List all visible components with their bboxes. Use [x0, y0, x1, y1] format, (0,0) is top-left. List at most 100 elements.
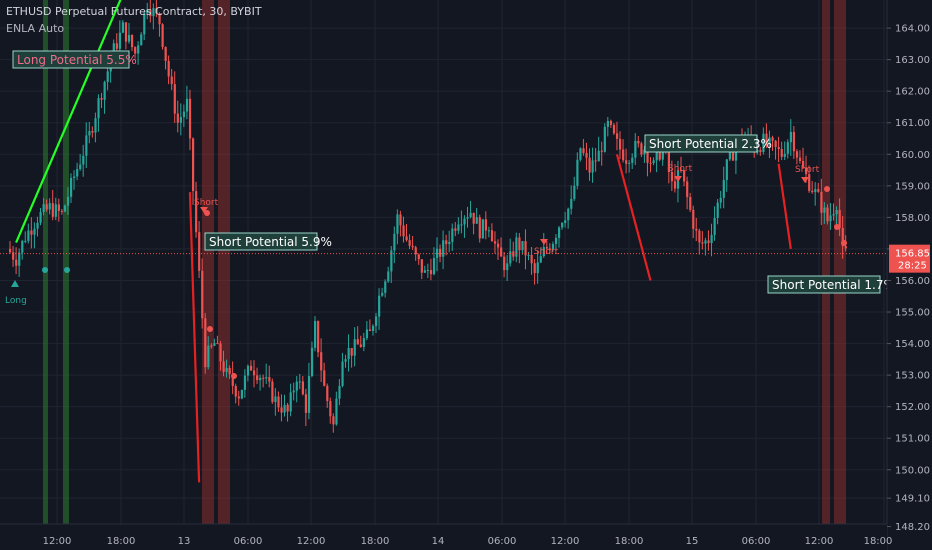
candle-body	[173, 84, 176, 114]
candle-body	[448, 242, 451, 245]
candle-body	[469, 212, 472, 218]
candle-body	[667, 151, 670, 172]
candle-body	[158, 13, 161, 25]
signal-dot	[231, 373, 237, 379]
signal-dot	[824, 186, 830, 192]
candle-body	[704, 240, 707, 244]
candle-body	[15, 259, 18, 266]
candle-body	[606, 120, 609, 127]
candle-body	[381, 292, 384, 296]
candle-body	[710, 234, 713, 244]
candle-body	[399, 214, 402, 226]
candle-body	[271, 381, 274, 403]
price-tick-label: 152.00	[895, 402, 930, 413]
symbol-legend[interactable]: ETHUSD Perpetual Futures Contract, 30, B…	[6, 5, 262, 18]
candle-body	[594, 160, 597, 162]
candle-body	[204, 318, 207, 368]
candle-body	[798, 157, 802, 162]
candle-body	[176, 113, 179, 123]
candle-body	[484, 219, 487, 231]
candle-body	[603, 126, 606, 152]
candle-body	[558, 227, 561, 238]
candle-body	[137, 45, 140, 54]
price-tick-label: 165.00	[895, 0, 930, 3]
candle-body	[655, 151, 658, 161]
candle-body	[646, 149, 649, 163]
candle-body	[66, 196, 70, 206]
indicator-legend[interactable]: ENLA Auto	[6, 22, 65, 35]
candle-body	[79, 164, 82, 170]
candle-body	[12, 252, 15, 260]
candle-body	[155, 8, 158, 14]
candle-body	[622, 149, 625, 161]
price-tick-label: 156.00	[895, 276, 930, 287]
candle-body	[21, 240, 24, 253]
candle-body	[134, 47, 137, 54]
candle-body	[353, 339, 356, 356]
candle-body	[192, 138, 195, 192]
candle-body	[115, 43, 118, 49]
candle-body	[582, 148, 585, 153]
candle-body	[588, 157, 591, 173]
candle-body	[201, 270, 204, 319]
candle-body	[817, 189, 820, 192]
candle-body	[725, 159, 728, 181]
grid-lines	[0, 0, 887, 528]
price-tick-label: 155.00	[895, 308, 930, 319]
candle-body	[127, 34, 131, 42]
candle-body	[375, 316, 378, 326]
candle-body	[33, 228, 36, 235]
candle-body	[490, 230, 494, 242]
candle-body	[91, 131, 94, 133]
candle-body	[716, 202, 719, 219]
candle-body	[591, 160, 594, 173]
candle-body	[60, 210, 64, 212]
candle-body	[478, 217, 481, 239]
candle-body	[231, 374, 234, 387]
candle-body	[384, 281, 387, 293]
candle-body	[164, 46, 167, 61]
candle-body	[371, 325, 375, 331]
candle-body	[307, 375, 311, 413]
candle-body	[170, 76, 173, 85]
short-potential-label-2-box	[644, 134, 758, 153]
price-tick-label: 149.10	[895, 494, 930, 505]
short-marker-label: Short	[194, 198, 219, 208]
candle-body	[42, 204, 45, 213]
candle-body	[683, 170, 686, 182]
candle-body	[259, 377, 262, 381]
short-potential-label-3: Short Potential 1.7%	[767, 275, 895, 294]
candle-body	[695, 228, 698, 231]
price-tick-label: 162.00	[895, 87, 930, 98]
candle-body	[789, 131, 792, 143]
candle-body	[143, 13, 146, 35]
short-signal-band	[834, 0, 846, 524]
candle-body	[240, 389, 243, 399]
candle-body	[298, 381, 301, 383]
candle-body	[631, 157, 634, 163]
candle-body	[347, 347, 350, 360]
short-potential-label-2: Short Potential 2.3%	[644, 134, 772, 153]
candle-body	[341, 361, 344, 386]
candle-body	[466, 217, 469, 219]
time-tick-label: 15	[686, 536, 699, 547]
price-tick-label: 148.20	[895, 522, 930, 533]
candle-body	[423, 270, 426, 273]
short-potential-line	[777, 163, 792, 250]
candle-body	[100, 98, 103, 100]
candle-body	[420, 259, 423, 273]
candle-body	[548, 248, 552, 250]
candle-body	[390, 250, 393, 272]
long-signal-band	[63, 0, 69, 524]
candle-body	[820, 191, 823, 213]
candle-body	[493, 241, 497, 244]
short-potential-line	[188, 192, 201, 483]
candle-body	[329, 401, 332, 417]
candle-body	[362, 338, 365, 347]
candle-body	[51, 203, 54, 217]
candle-body	[402, 225, 405, 237]
short-potential-label-1-text: Short Potential 5.9%	[209, 235, 332, 249]
candle-body	[97, 98, 100, 119]
candle-body	[771, 137, 774, 141]
